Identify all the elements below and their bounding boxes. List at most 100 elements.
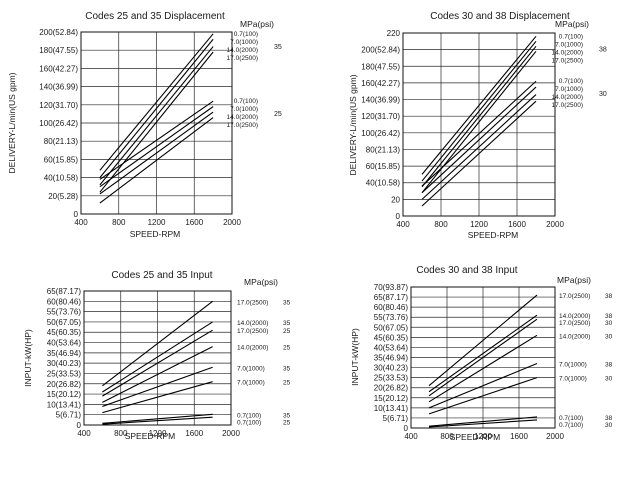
x-tick-label: 800	[114, 429, 128, 438]
x-tick-label: 400	[404, 432, 418, 441]
x-tick-label: 1600	[185, 429, 203, 438]
y-tick-label: 30(40.23)	[374, 364, 409, 373]
y-tick-label: 40(53.64)	[374, 343, 409, 352]
y-tick-label: 100(26.42)	[39, 119, 78, 128]
series-line	[428, 314, 538, 393]
x-tick-label: 1200	[474, 432, 492, 441]
series-line	[428, 416, 538, 427]
series-code-label: 38	[605, 293, 613, 300]
y-tick-label: 40(10.58)	[366, 179, 401, 188]
series-label: 0.7(100)	[559, 78, 583, 85]
y-tick-label: 120(31.70)	[361, 112, 400, 121]
y-tick-label: 60(15.85)	[366, 162, 401, 171]
series-label: 0.7(100)	[237, 412, 261, 419]
y-tick-label: 10(13.41)	[374, 404, 409, 413]
series-line	[428, 318, 538, 397]
series-label: 17.0(2500)	[227, 55, 258, 62]
y-tick-label: 50(67.05)	[374, 323, 409, 332]
series-label: 14.0(2000)	[559, 333, 590, 340]
series-label: 7.0(1000)	[230, 39, 258, 46]
y-tick-label: 65(87.17)	[374, 293, 409, 302]
series-line	[102, 366, 213, 407]
series-line	[99, 100, 214, 180]
x-tick-label: 2000	[222, 429, 240, 438]
y-tick-label: 25(33.53)	[374, 374, 409, 383]
series-label: 17.0(2500)	[227, 122, 258, 129]
series-line	[421, 100, 537, 207]
y-tick-label: 80(21.13)	[44, 137, 79, 146]
series-label: 14.0(2000)	[552, 94, 583, 101]
series-line	[421, 80, 537, 187]
series-label: 14.0(2000)	[237, 345, 268, 352]
x-axis-label: SPEED-RPM	[450, 432, 501, 442]
x-tick-label: 1200	[149, 429, 167, 438]
y-tick-label: 0	[396, 212, 401, 221]
y-tick-label: 220	[387, 29, 401, 38]
series-label: 7.0(1000)	[237, 365, 265, 372]
series-code-label: 38	[605, 415, 613, 422]
y-axis-label: INPUT-kW(HP)	[23, 329, 33, 387]
y-tick-label: 160(42.27)	[361, 79, 400, 88]
series-label: 14.0(2000)	[559, 313, 590, 320]
x-axis-label: SPEED-RPM	[468, 230, 519, 240]
chart-title: Codes 25 and 35 Displacement	[85, 11, 225, 22]
plot-frame	[410, 286, 556, 429]
series-label: 14.0(2000)	[227, 114, 258, 121]
group-code-label: 35	[274, 44, 282, 51]
y-tick-label: 30(40.23)	[47, 359, 82, 368]
series-code-label: 30	[605, 320, 613, 327]
y-tick-label: 40(10.58)	[44, 174, 79, 183]
x-tick-label: 800	[440, 432, 454, 441]
x-tick-label: 1600	[185, 218, 203, 227]
series-label: 7.0(1000)	[555, 86, 583, 93]
legend-header: MPa(psi)	[240, 19, 274, 29]
x-tick-label: 1200	[470, 220, 488, 229]
series-line	[99, 46, 214, 186]
y-tick-label: 180(47.55)	[39, 46, 78, 55]
y-tick-label: 35(46.94)	[47, 349, 82, 358]
chart-title: Codes 25 and 35 Input	[111, 270, 212, 281]
series-code-label: 38	[605, 362, 613, 369]
y-tick-label: 80(21.13)	[366, 145, 401, 154]
series-line	[428, 363, 538, 409]
y-tick-label: 25(33.53)	[47, 369, 82, 378]
y-tick-label: 20(5.28)	[48, 192, 78, 201]
x-tick-label: 2000	[546, 432, 564, 441]
series-line	[99, 38, 214, 178]
series-code-label: 35	[283, 299, 291, 306]
y-tick-label: 35(46.94)	[374, 354, 409, 363]
y-tick-label: 160(42.27)	[39, 64, 78, 73]
series-label: 0.7(100)	[234, 31, 258, 38]
x-axis-label: SPEED-RPM	[130, 229, 181, 239]
series-line	[421, 45, 537, 188]
series-line	[102, 416, 213, 425]
series-label: 17.0(2500)	[237, 299, 268, 306]
y-tick-label: 20(26.82)	[47, 380, 82, 389]
y-tick-label: 5(6.71)	[56, 411, 82, 420]
y-tick-label: 180(47.55)	[361, 62, 400, 71]
plot-frame	[83, 290, 232, 426]
y-tick-label: 50(67.05)	[47, 318, 82, 327]
series-label: 7.0(1000)	[555, 41, 583, 48]
series-code-label: 30	[605, 376, 613, 383]
group-code-label: 30	[599, 91, 607, 98]
x-tick-label: 1200	[148, 218, 166, 227]
y-tick-label: 20(26.82)	[374, 384, 409, 393]
series-code-label: 30	[605, 422, 613, 429]
series-line	[102, 329, 213, 397]
series-code-label: 30	[605, 333, 613, 340]
y-tick-label: 10(13.41)	[47, 400, 82, 409]
x-tick-label: 800	[434, 220, 448, 229]
y-tick-label: 45(60.35)	[374, 333, 409, 342]
y-tick-label: 200(52.84)	[361, 46, 400, 55]
plot-frame	[80, 31, 233, 215]
series-label: 14.0(2000)	[227, 47, 258, 54]
series-code-label: 35	[283, 412, 291, 419]
series-label: 14.0(2000)	[237, 320, 268, 327]
x-tick-label: 400	[77, 429, 91, 438]
series-line	[102, 321, 213, 393]
series-label: 0.7(100)	[559, 33, 583, 40]
series-label: 14.0(2000)	[552, 49, 583, 56]
y-tick-label: 55(73.76)	[374, 313, 409, 322]
